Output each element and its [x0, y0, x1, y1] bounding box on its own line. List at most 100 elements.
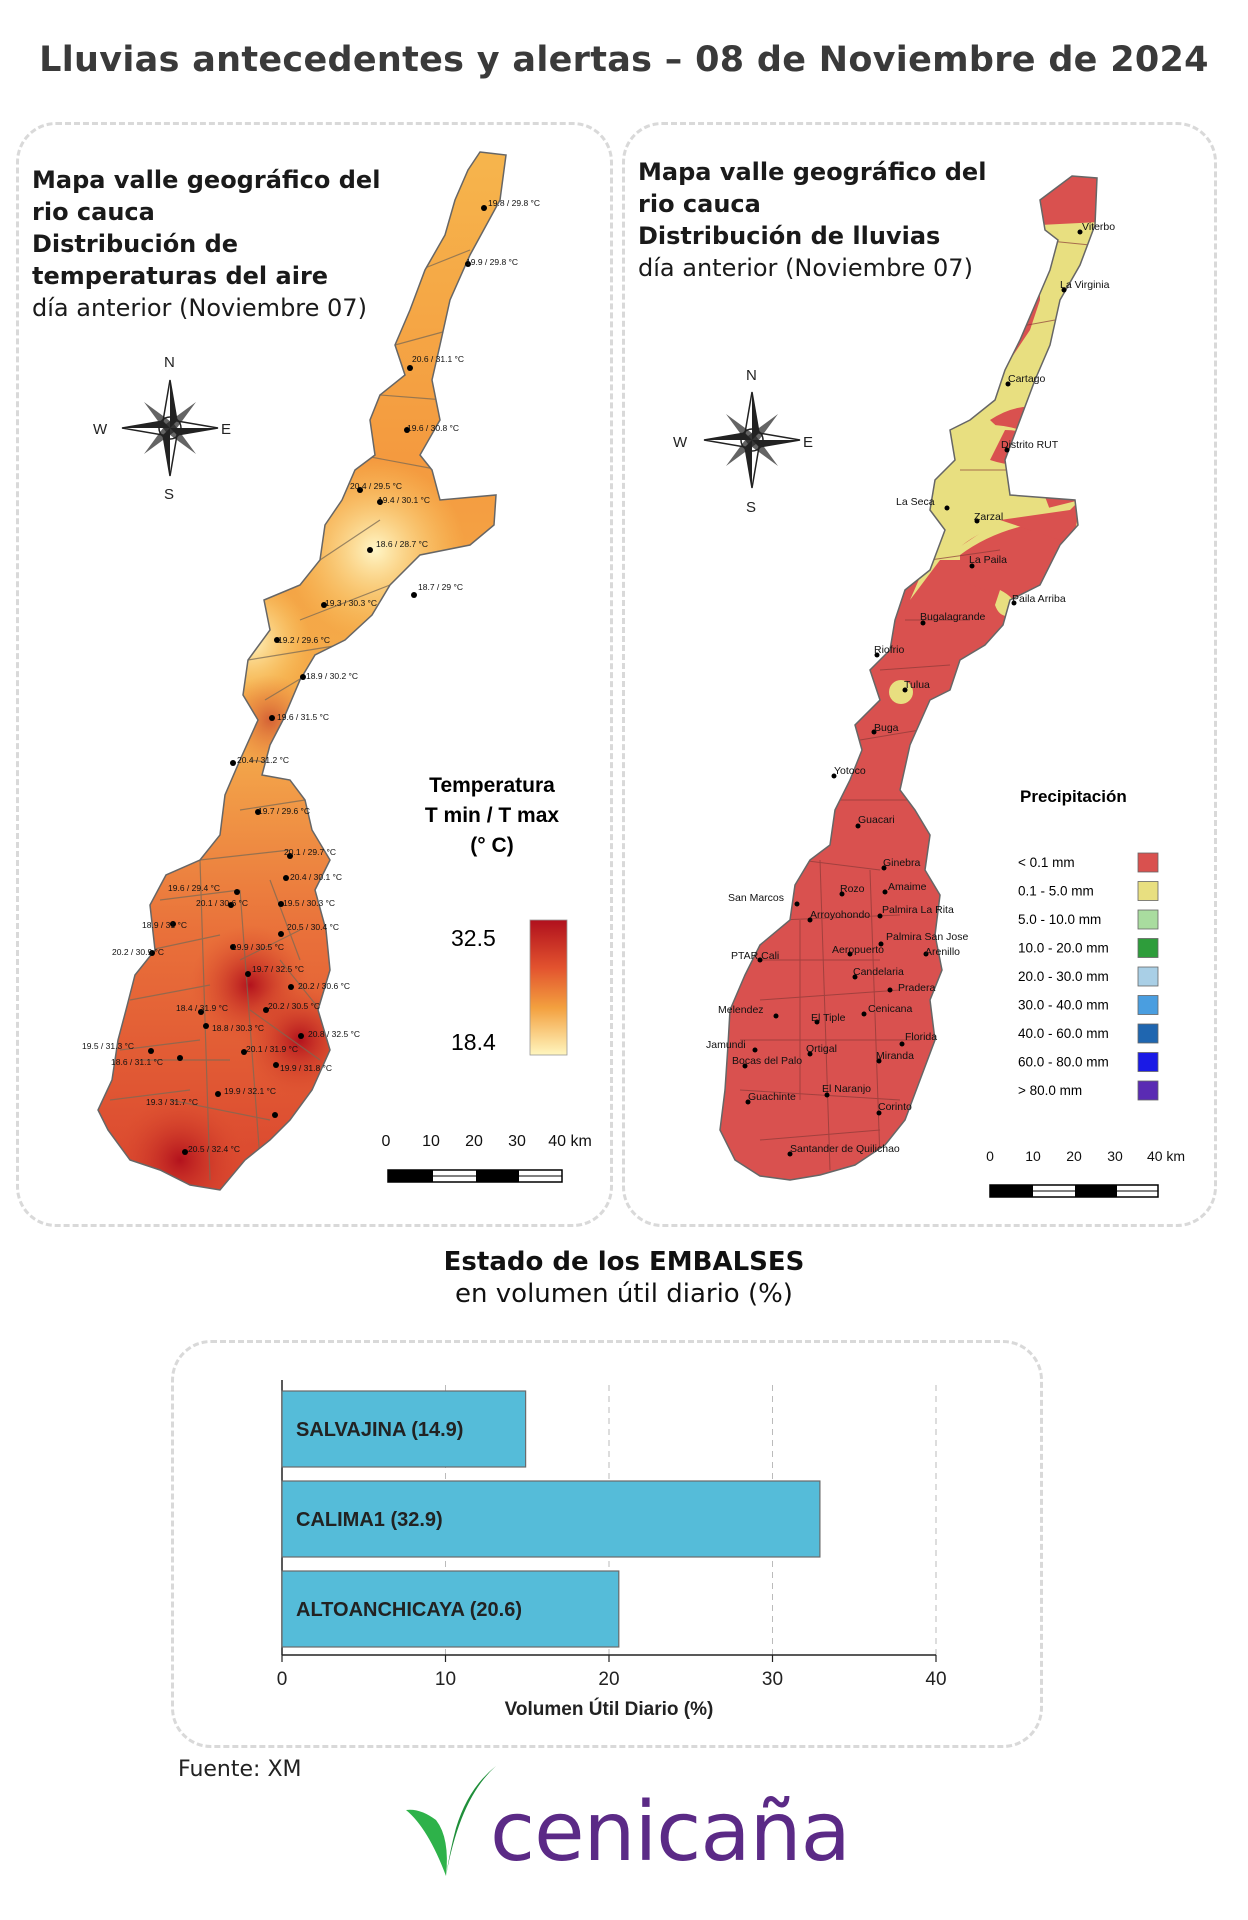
place-label: La Virginia: [1060, 279, 1110, 291]
station-label: 19.9 / 32.1 °C: [224, 1086, 276, 1096]
rain-legend-label: 5.0 - 10.0 mm: [1018, 912, 1101, 927]
station-label: 20.4 / 29.5 °C: [350, 481, 402, 491]
station-label: 19.3 / 31.7 °C: [146, 1097, 198, 1107]
station-dot: [182, 1149, 188, 1155]
station-dot: [148, 1048, 154, 1054]
rain-legend-label: 0.1 - 5.0 mm: [1018, 884, 1094, 899]
precipitation-legend: Precipitación < 0.1 mm 0.1 - 5.0 mm 5.0 - …: [1018, 787, 1159, 1101]
station-label: 19.5 / 31.3 °C: [82, 1041, 134, 1051]
compass-w: W: [93, 421, 108, 438]
rain-legend-label: 30.0 - 40.0 mm: [1018, 998, 1109, 1013]
station-dot: [357, 487, 363, 493]
bar-label: CALIMA1 (32.9): [296, 1509, 443, 1531]
bar: [281, 1390, 527, 1468]
station-dot: [241, 1049, 247, 1055]
place-label: La Seca: [896, 496, 935, 508]
scale-label: 40 km: [1147, 1148, 1185, 1164]
scale-label: 0: [382, 1133, 391, 1150]
station-dot: [321, 602, 327, 608]
scale-bar: 0 10 20 30 40 km: [382, 1133, 592, 1183]
rain-legend-label: 20.0 - 30.0 mm: [1018, 969, 1109, 984]
place-label: Santander de Quilichao: [790, 1143, 900, 1155]
station-dot: [255, 809, 261, 815]
rain-legend-swatch: [1137, 966, 1159, 987]
station-label: 18.8 / 30.3 °C: [212, 1023, 264, 1033]
place-label: Ginebra: [883, 857, 921, 869]
place-dot: [807, 917, 813, 923]
place-dot: [1004, 447, 1010, 453]
place-dot: [1077, 229, 1083, 235]
rain-legend-swatch: [1137, 938, 1159, 958]
rain-map-heading: Mapa valle geográfico del rio cauca Dist…: [638, 156, 986, 284]
place-dot: [1005, 381, 1011, 387]
rain-legend-swatch: [1137, 1023, 1159, 1044]
place-dot: [874, 652, 880, 658]
compass-rose-icon: [121, 379, 219, 477]
place-label: La Paila: [969, 554, 1007, 566]
place-label: Candelaria: [853, 966, 904, 978]
station-label: 20.1 / 29.7 °C: [284, 847, 336, 857]
temperature-legend: Temperatura T min / T max (° C) 32.5 18.…: [425, 774, 568, 1056]
compass-w: W: [673, 434, 688, 451]
place-dot: [855, 823, 861, 829]
x-tick-label: 10: [435, 1669, 456, 1690]
station-label: 20.4 / 30.1 °C: [290, 872, 342, 882]
station-label: 18.9 / 30.2 °C: [306, 671, 358, 681]
rain-map-panel: [622, 122, 1217, 1227]
station-dot: [278, 931, 284, 937]
station-dot: [377, 499, 383, 505]
compass-n: N: [746, 367, 757, 384]
place-label: Amaime: [888, 881, 927, 893]
rain-place-labels: Viterbo La Virginia Cartago Distrito RUT…: [706, 221, 1115, 1155]
station-label: 20.5 / 32.4 °C: [188, 1144, 240, 1154]
temp-legend-title: Temperatura: [429, 774, 555, 797]
place-dot: [847, 951, 853, 957]
station-dot: [288, 984, 294, 990]
place-label: Bocas del Palo: [732, 1055, 802, 1067]
place-label: Aeropuerto: [832, 944, 884, 956]
compass-letters: N S E W: [673, 367, 813, 516]
compass-n: N: [164, 354, 175, 371]
station-dot: [269, 715, 275, 721]
place-dot: [887, 987, 893, 993]
station-label: 18.6 / 28.7 °C: [376, 539, 428, 549]
station-label: 19.9 / 30.5 °C: [232, 942, 284, 952]
bar-label: SALVAJINA (14.9): [296, 1419, 463, 1441]
place-dot: [878, 941, 884, 947]
station-dot: [278, 901, 284, 907]
station-dot: [411, 592, 417, 598]
scale-label: 20: [1066, 1148, 1082, 1164]
compass-rose-icon: [703, 391, 801, 489]
temperature-map-panel: [16, 122, 613, 1227]
place-dot: [1011, 600, 1017, 606]
place-label: Cenicana: [868, 1003, 913, 1015]
place-dot: [969, 563, 975, 569]
compass-letters: N S E W: [93, 354, 231, 503]
station-dot: [287, 853, 293, 859]
temp-heading-line: Mapa valle geográfico del: [32, 166, 381, 194]
temp-heading-line: Distribución de: [32, 230, 239, 258]
place-label: Melendez: [718, 1004, 764, 1016]
place-label: Zarzal: [974, 511, 1003, 523]
temp-subheading: día anterior (Noviembre 07): [32, 294, 367, 322]
reservoirs-subtitle: en volumen útil diario (%): [455, 1279, 793, 1309]
station-dot: [404, 427, 410, 433]
place-label: Distrito RUT: [1001, 439, 1059, 451]
place-label: Ortigal: [806, 1043, 837, 1055]
place-label: Corinto: [878, 1101, 912, 1113]
place-dot: [773, 1013, 779, 1019]
place-label: Rozo: [840, 883, 865, 895]
station-dot: [263, 1007, 269, 1013]
rain-legend-label: 40.0 - 60.0 mm: [1018, 1026, 1109, 1041]
place-dot: [752, 1047, 758, 1053]
temp-legend-max: 32.5: [451, 925, 496, 951]
rain-legend-swatch: [1137, 1080, 1159, 1101]
temp-heading-line: temperaturas del aire: [32, 262, 329, 290]
station-dot: [273, 1062, 279, 1068]
station-label: 19.6 / 31.5 °C: [277, 712, 329, 722]
place-dot: [920, 620, 926, 626]
place-label: Riofrio: [874, 644, 905, 656]
place-dot: [831, 773, 837, 779]
